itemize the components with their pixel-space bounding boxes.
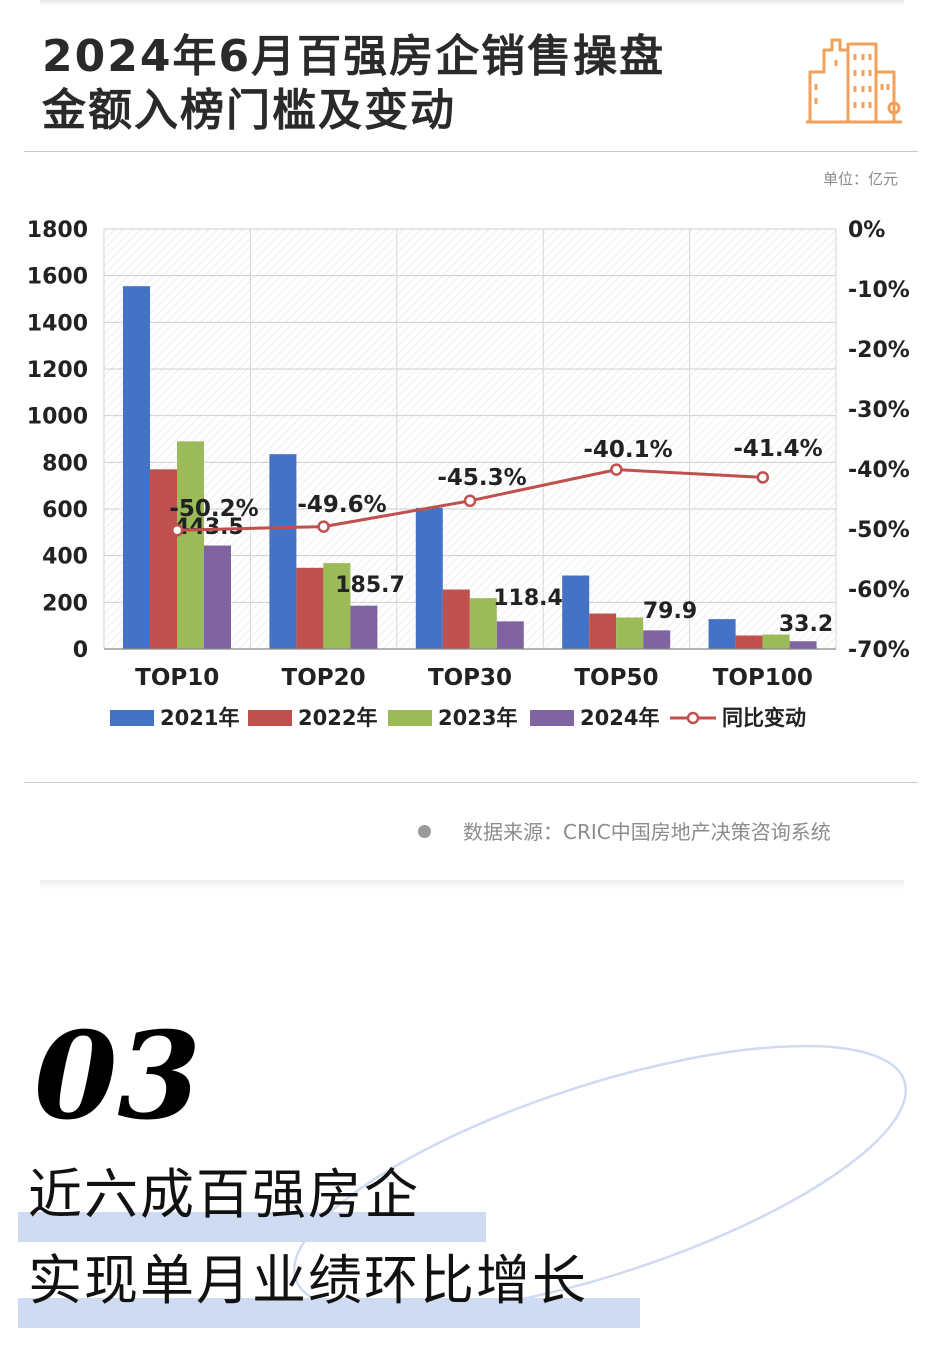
bar-2021年-TOP50	[562, 575, 590, 649]
bar-2023年-TOP10	[177, 441, 204, 649]
y-tick-label: 1400	[27, 311, 88, 336]
yoy-marker	[756, 471, 770, 484]
unit-label: 单位：亿元	[822, 170, 898, 188]
chart-title: 2024年6月百强房企销售操盘 金额入榜门槛及变动	[42, 30, 665, 138]
bar-2021年-TOP20	[269, 454, 297, 649]
title-line-2: 金额入榜门槛及变动	[42, 85, 456, 136]
y-tick-label: 1000	[27, 405, 88, 430]
y-tick-label: 0	[73, 638, 88, 663]
highlight-bar-1	[18, 1212, 486, 1242]
yoy-marker	[463, 494, 477, 508]
y-tick-label: 1200	[27, 358, 88, 383]
yoy-marker	[317, 520, 330, 533]
legend-label: 同比变动	[722, 706, 806, 730]
bar-2021年-TOP10	[123, 286, 150, 649]
bar-2024年-TOP10	[204, 545, 231, 649]
highlight-bar-2	[18, 1298, 640, 1328]
bar-2024年-TOP20	[350, 605, 378, 649]
yoy-marker	[170, 523, 184, 537]
x-tick-label: TOP100	[713, 665, 813, 691]
bar-2021年-TOP100	[708, 619, 736, 649]
legend-label: 2024年	[580, 706, 659, 730]
bar-2022年-TOP50	[589, 613, 617, 649]
y2-tick-label: -60%	[848, 578, 910, 603]
bar-2021年-TOP30	[415, 507, 443, 649]
chart-card: 2024年6月百强房企销售操盘 金额入榜门槛及变动 单位：亿元 0 200 400 6…	[24, 0, 918, 845]
bar-2022年-TOP30	[442, 589, 470, 649]
card-top-shadow	[40, 0, 904, 6]
x-tick-label: TOP50	[574, 665, 658, 691]
bar-data-label: 118.4	[493, 586, 563, 611]
legend-label: 2021年	[160, 706, 239, 730]
line-data-label: -50.2%	[169, 496, 258, 522]
line-data-label: -45.3%	[437, 465, 526, 491]
bar-2024年-TOP30	[496, 621, 524, 649]
building-icon	[806, 38, 902, 124]
legend-swatch	[388, 710, 432, 726]
section-number: 03	[34, 1006, 201, 1147]
line-data-label: -41.4%	[733, 436, 822, 462]
yoy-marker	[610, 463, 623, 476]
bar-2024年-TOP100	[789, 641, 817, 649]
bar-2023年-TOP30	[469, 598, 497, 649]
legend-swatch	[530, 710, 574, 726]
y2-tick-label: -20%	[848, 338, 910, 363]
bar-2023年-TOP20	[323, 563, 351, 649]
y2-tick-label: 0%	[848, 218, 885, 243]
bar-2022年-TOP20	[296, 567, 324, 649]
bar-2022年-TOP10	[150, 469, 177, 649]
legend-swatch	[248, 710, 292, 726]
y-tick-label: 200	[42, 591, 88, 616]
title-divider	[24, 151, 918, 152]
bar-2022年-TOP100	[735, 635, 763, 649]
data-source: 数据来源：CRIC中国房地产决策咨询系统	[418, 816, 831, 845]
legend-label: 2023年	[438, 706, 517, 730]
y2-tick-label: -70%	[848, 638, 910, 663]
legend-line-marker	[686, 711, 700, 725]
bar-data-label: 185.7	[335, 573, 405, 598]
bar-line-chart: 0 200 400 600 800 1000 1200 1400 1600 1800 -70% -60…	[27, 218, 910, 730]
x-tick-label: TOP30	[428, 665, 512, 691]
line-data-label: -49.6%	[297, 492, 386, 518]
title-line-1: 2024年6月百强房企销售操盘	[42, 31, 666, 82]
bar-2024年-TOP50	[643, 630, 671, 649]
y2-tick-label: -10%	[848, 278, 910, 303]
footer-divider	[24, 782, 918, 783]
bar-data-label: 79.9	[643, 599, 697, 624]
card-bottom-shadow	[40, 880, 904, 890]
bar-2023年-TOP100	[762, 634, 790, 649]
legend-label: 2022年	[298, 706, 377, 730]
y-tick-label: 1800	[27, 218, 88, 243]
y-tick-label: 800	[42, 451, 88, 476]
legend-swatch	[110, 710, 154, 726]
x-tick-label: TOP10	[135, 665, 219, 691]
section-heading-line-1: 近六成百强房企	[28, 1163, 420, 1226]
bar-2023年-TOP50	[616, 617, 644, 649]
data-source-text: 数据来源：CRIC中国房地产决策咨询系统	[463, 820, 831, 844]
y-tick-label: 1600	[27, 265, 88, 290]
y2-tick-label: -30%	[848, 398, 910, 423]
bar-data-label: 33.2	[779, 612, 833, 637]
y-tick-label: 400	[42, 545, 88, 570]
y-tick-label: 600	[42, 498, 88, 523]
line-data-label: -40.1%	[583, 437, 672, 463]
section-heading-line-2: 实现单月业绩环比增长	[28, 1249, 588, 1312]
x-tick-label: TOP20	[282, 665, 366, 691]
y2-tick-label: -40%	[848, 458, 910, 483]
y2-tick-label: -50%	[848, 518, 910, 543]
bullet-dot-icon	[418, 825, 431, 838]
